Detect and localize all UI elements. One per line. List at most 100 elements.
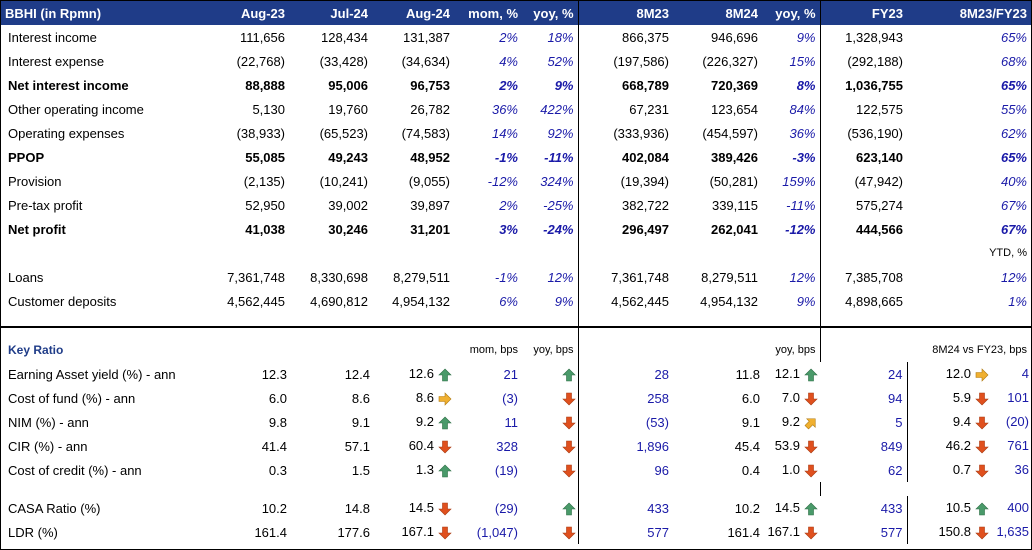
table-cell: 10.2 [734,500,760,516]
table-cell: 7,385,708 [819,265,907,289]
table-cell: 444,566 [819,217,907,241]
arrow-down-icon [438,502,452,516]
table-cell: 53.9 [762,434,820,458]
row-label: Loans [8,269,44,285]
header-row: BBHI (in Rpmn) Aug-23 Jul-24 Aug-24 mom,… [1,1,1031,25]
arrow-up-right-icon [804,416,818,430]
col-header: Aug-24 [372,1,454,25]
table-cell: 68% [1000,53,1027,69]
arrow-up-icon [975,502,989,516]
table-cell [522,434,578,458]
table-row: Net profit 41,038 30,246 31,201 3% -24% 296,49… [1,217,1031,241]
table-cell: (9,055) [408,173,450,189]
table-cell: 111,656 [239,29,285,45]
table-row: CASA Ratio (%) 10.2 14.8 14.5 (29) 433 10.2 14.… [1,496,1031,520]
table-cell: 12.0 4 [906,362,1031,386]
table-row: Loans 7,361,748 8,330,698 8,279,511 -1% 12% 7,… [1,265,1031,289]
row-label: Net interest income [8,77,129,93]
table-cell: 123,654 [711,101,758,117]
table-cell: (292,188) [819,49,907,73]
arrow-down-icon [438,440,452,454]
arrow-down-icon [804,440,818,454]
arrow-down-icon [804,526,818,540]
row-label: Interest expense [8,53,105,69]
table-cell: 9.1 [351,414,370,430]
table-cell: 30,246 [328,221,368,237]
table-cell: 122,575 [819,97,907,121]
table-cell: -3% [792,149,816,165]
table-cell: 8,279,511 [701,269,758,285]
table-cell: 9% [796,293,816,309]
table-cell: 161.4 [727,524,760,540]
arrow-down-icon [975,526,989,540]
table-cell: 28 [577,362,673,386]
table-cell: (226,327) [702,53,758,69]
table-cell: (3) [502,390,518,406]
table-cell: 258 [577,386,673,410]
table-cell: 389,426 [711,149,758,165]
table-row: Interest expense (22,768) (33,428) (34,634)… [1,49,1031,73]
table-cell: 67% [1000,221,1027,237]
table-cell: 40% [1000,173,1027,189]
table-cell: 849 [880,438,903,454]
table-row: Operating expenses (38,933) (65,523) (74,58… [1,121,1031,145]
table-cell: 52,950 [245,197,285,213]
table-cell: 2% [499,77,518,93]
table-cell: 6.0 [741,390,760,406]
table-cell: 21 [503,366,518,382]
arrow-up-icon [804,502,818,516]
table-title: BBHI (in Rpmn) [1,1,201,25]
col-header: yoy, % [522,1,578,25]
table-cell: 19,760 [328,101,368,117]
table-cell: 94 [888,390,903,406]
row-label: Other operating income [8,101,144,117]
ytd-row: YTD, % [1,241,1031,265]
table-cell: (74,583) [401,125,450,141]
table-cell: -12% [785,221,816,237]
table-cell: (19) [494,462,518,478]
table-cell: (2,135) [243,173,285,189]
table-cell: 36% [789,125,816,141]
col-header: FY23 [819,1,907,25]
table-cell: -1% [494,149,518,165]
table-cell: 7,361,748 [227,269,285,285]
table-cell: 6% [499,293,518,309]
table-cell: 48,952 [410,149,450,165]
section-title: Key Ratio [8,343,64,357]
table-cell: 60.4 [372,434,454,458]
arrow-up-icon [561,368,576,382]
table-cell [522,496,578,520]
table-cell: (10,241) [319,173,368,189]
table-cell: 10.2 [261,500,287,516]
table-cell: 324% [540,173,574,189]
table-cell: 9.2 [762,410,820,434]
table-cell: 433 [880,500,903,516]
table-cell: 5,130 [252,101,285,117]
table-cell: 12.6 [372,362,454,386]
table-cell: 92% [547,125,574,141]
table-cell: 9% [796,29,816,45]
arrow-up-icon [804,368,818,382]
table-row: LDR (%) 161.4 177.6 167.1 (1,047) 577 161.4 167… [1,520,1031,544]
table-cell [522,362,578,386]
table-cell: 2% [499,29,518,45]
table-cell: 8% [796,77,816,93]
table-cell: 9.2 [372,410,454,434]
table-cell: 57.1 [344,438,370,454]
table-cell: 4,690,812 [310,293,368,309]
ratio-header-row: Key Ratio mom, bps yoy, bps yoy, bps 8M24 vs… [1,338,1031,362]
table-cell: 96 [577,458,673,482]
table-cell: 46.2 761 [906,434,1031,458]
table-cell: (50,281) [709,173,758,189]
table-cell: 720,369 [711,77,758,93]
table-cell: 262,041 [711,221,758,237]
table-cell: (19,394) [577,169,673,193]
table-cell: 402,084 [577,145,673,169]
table-cell: 9% [554,77,574,93]
arrow-up-icon [438,464,452,478]
table-cell: 382,722 [577,193,673,217]
table-cell: 18% [547,29,574,45]
table-cell: -24% [543,221,574,237]
